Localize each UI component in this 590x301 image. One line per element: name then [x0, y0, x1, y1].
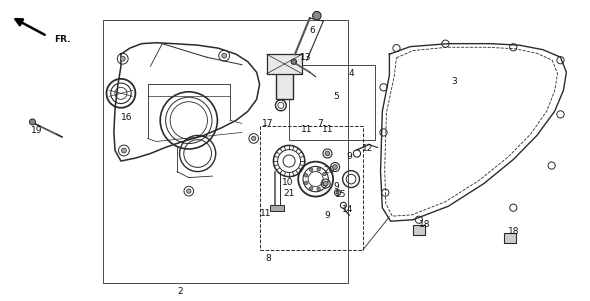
Text: 11: 11: [260, 209, 271, 218]
Ellipse shape: [186, 189, 191, 193]
Ellipse shape: [30, 119, 35, 125]
Polygon shape: [114, 43, 260, 161]
Text: 3: 3: [451, 77, 457, 86]
Polygon shape: [381, 44, 566, 221]
Text: 17: 17: [261, 119, 273, 128]
Ellipse shape: [333, 165, 337, 169]
Bar: [504, 233, 516, 243]
Bar: [267, 54, 302, 74]
Ellipse shape: [317, 168, 320, 171]
Text: 4: 4: [348, 69, 354, 78]
Ellipse shape: [313, 11, 321, 20]
Ellipse shape: [323, 182, 326, 186]
Ellipse shape: [251, 136, 256, 141]
Ellipse shape: [291, 59, 297, 64]
Ellipse shape: [222, 53, 227, 58]
Text: 9: 9: [324, 211, 330, 220]
Text: 14: 14: [342, 205, 354, 214]
Text: 7: 7: [317, 119, 323, 128]
Ellipse shape: [120, 56, 125, 61]
Text: 13: 13: [300, 53, 312, 62]
Ellipse shape: [309, 168, 313, 172]
Text: 11: 11: [300, 125, 312, 134]
Text: 9: 9: [346, 152, 352, 161]
Bar: [276, 69, 293, 99]
Text: 5: 5: [333, 92, 339, 101]
Text: 11: 11: [322, 125, 334, 134]
Bar: [260, 126, 363, 250]
Text: FR.: FR.: [54, 35, 71, 44]
Ellipse shape: [323, 172, 326, 176]
Ellipse shape: [304, 181, 308, 185]
Text: 6: 6: [310, 26, 316, 35]
Bar: [289, 65, 375, 140]
Text: 19: 19: [31, 126, 42, 135]
Ellipse shape: [317, 187, 320, 191]
Bar: [270, 205, 284, 211]
Ellipse shape: [325, 151, 330, 156]
Bar: [413, 225, 425, 235]
Text: 9: 9: [333, 182, 339, 191]
Text: 18: 18: [419, 220, 431, 229]
Ellipse shape: [122, 148, 126, 153]
Text: 15: 15: [335, 190, 347, 199]
Ellipse shape: [309, 187, 313, 190]
Text: 16: 16: [121, 113, 133, 122]
Ellipse shape: [323, 181, 328, 186]
Bar: [103, 20, 348, 283]
Ellipse shape: [304, 174, 308, 177]
Text: 21: 21: [283, 189, 295, 198]
Text: 18: 18: [507, 227, 519, 236]
Text: 2: 2: [177, 287, 183, 296]
Ellipse shape: [336, 191, 339, 194]
Text: 10: 10: [281, 178, 293, 187]
Text: 20: 20: [323, 166, 335, 175]
Text: 12: 12: [362, 144, 373, 154]
Text: 8: 8: [266, 254, 271, 263]
